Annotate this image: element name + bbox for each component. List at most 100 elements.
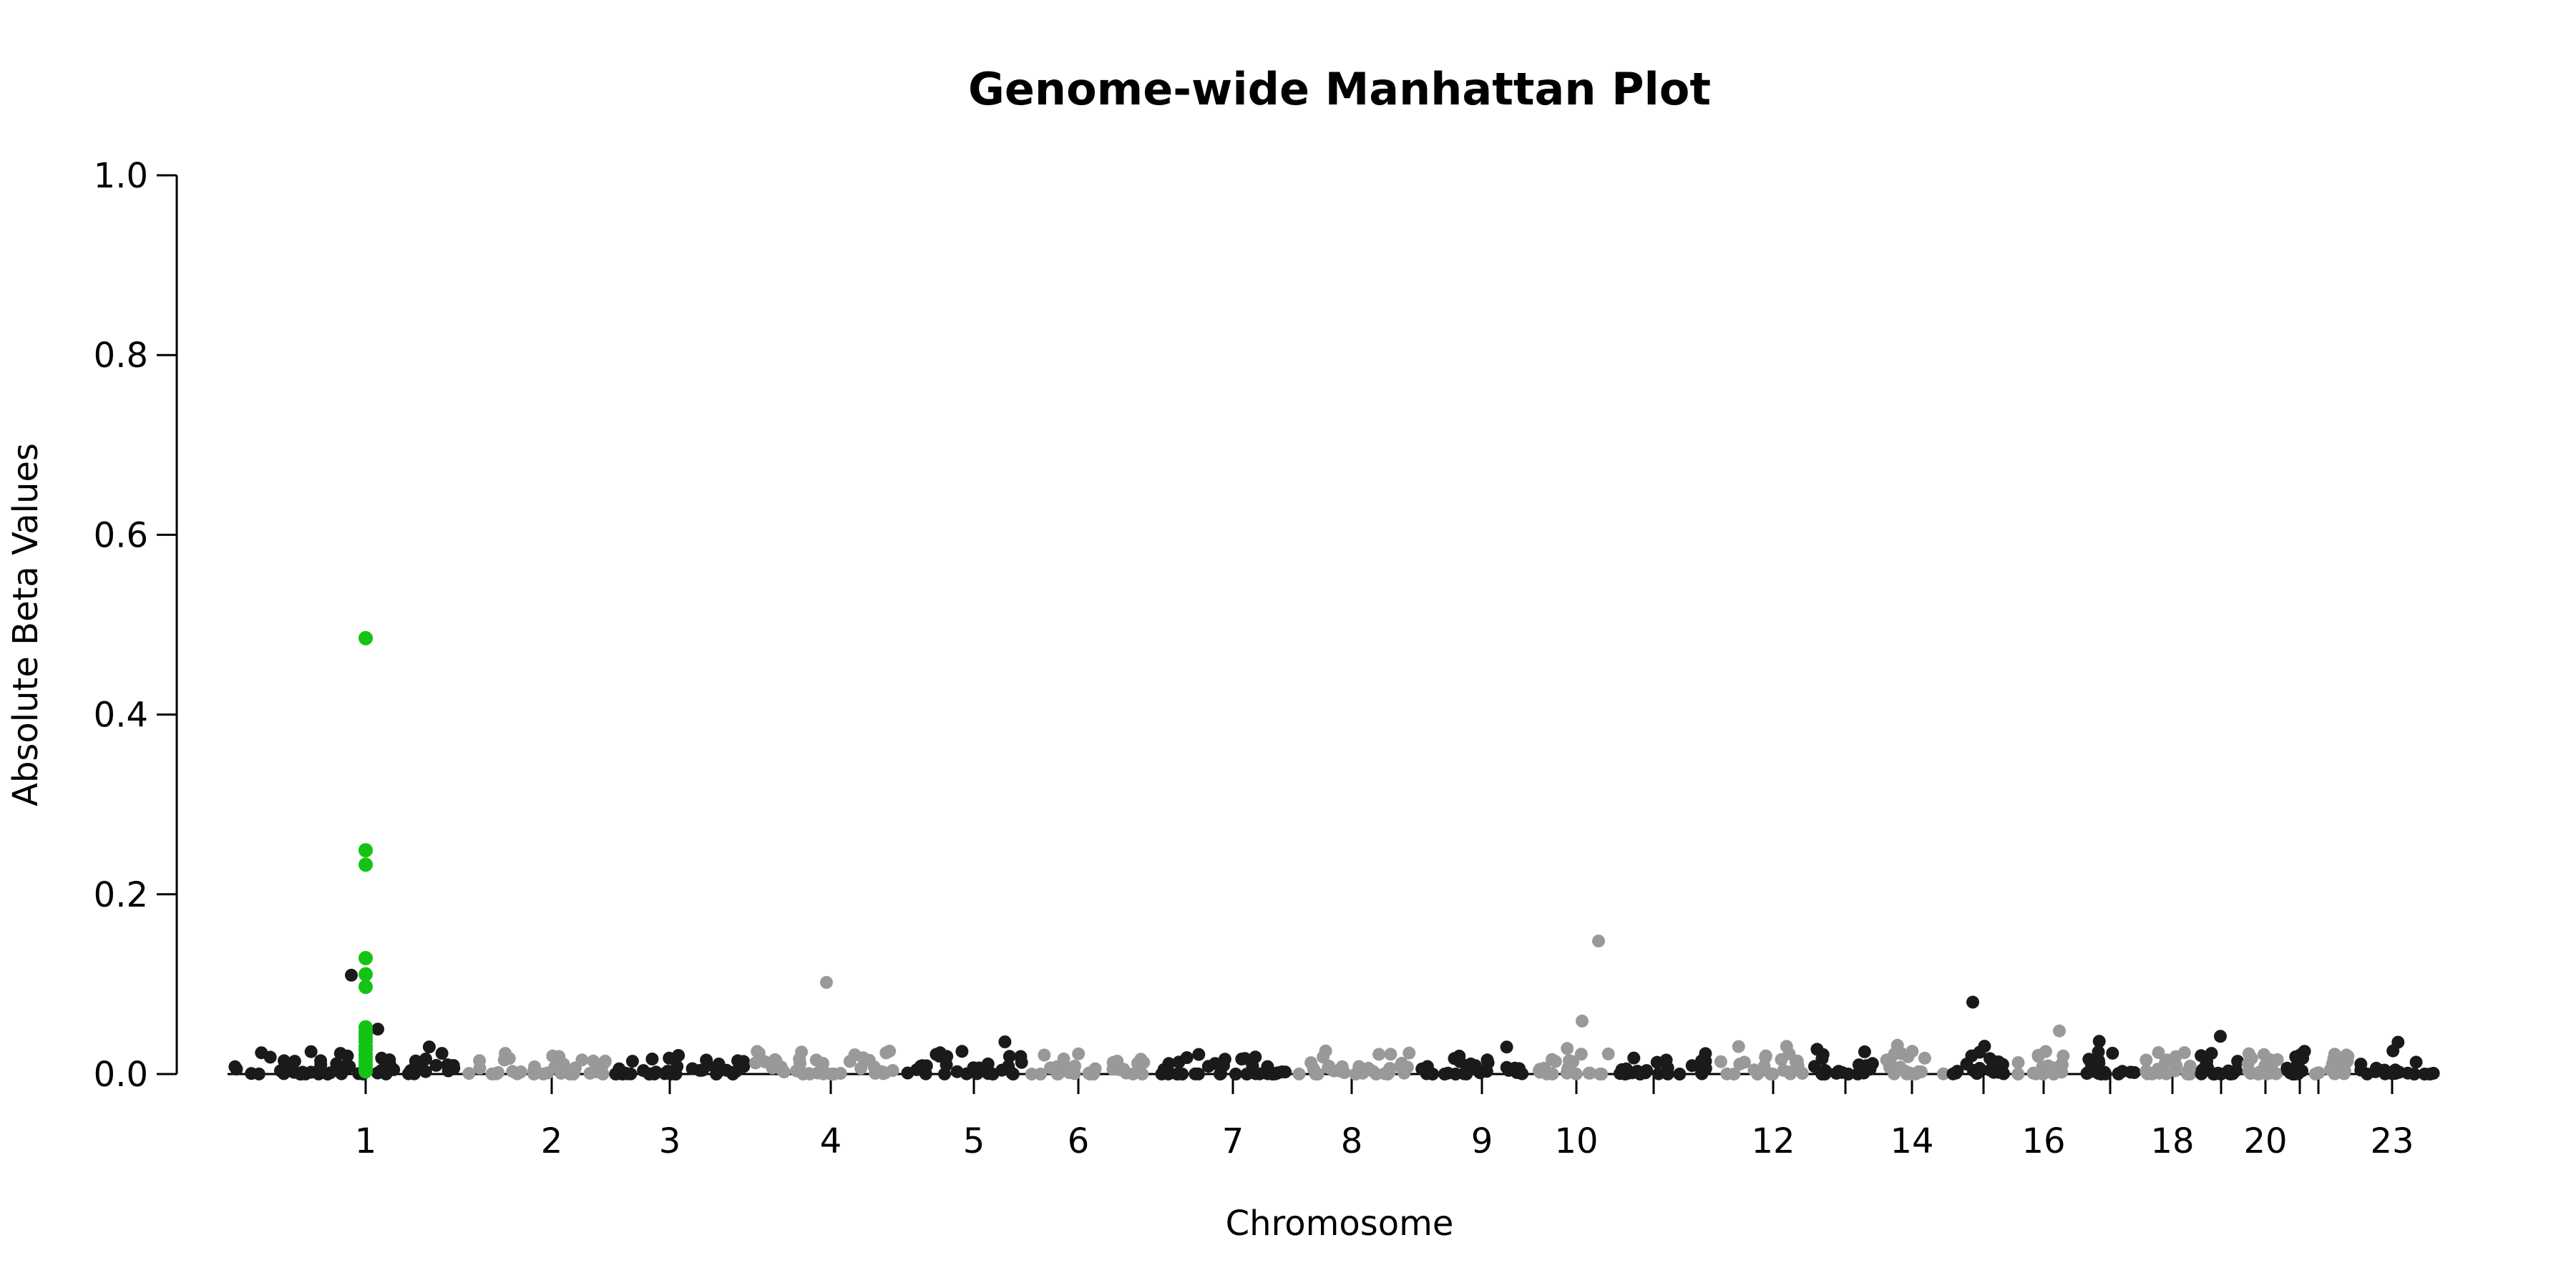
data-point [1816, 1048, 1830, 1061]
data-point [312, 1067, 326, 1080]
data-point [1858, 1045, 1871, 1058]
data-point [2368, 1065, 2382, 1078]
data-point [1292, 1067, 1306, 1080]
data-point [2011, 1068, 2025, 1080]
data-point [2092, 1056, 2106, 1070]
data-point [1415, 1062, 1429, 1075]
data-point [1987, 1065, 2001, 1079]
data-point [2195, 1063, 2209, 1077]
data-point [1214, 1068, 1226, 1080]
data-point [1162, 1057, 1176, 1070]
data-point [625, 1055, 639, 1068]
data-point [2257, 1048, 2270, 1061]
data-point [670, 1060, 684, 1073]
data-point [1458, 1067, 1471, 1080]
data-point [2183, 1065, 2197, 1079]
data-point [933, 1046, 947, 1060]
data-point [843, 1055, 857, 1068]
data-point [1992, 1055, 2005, 1068]
data-point [1759, 1050, 1772, 1064]
y-tick-label: 0.4 [94, 696, 148, 736]
data-point [314, 1054, 328, 1068]
data-point [2170, 1059, 2183, 1073]
data-points [228, 935, 2440, 1080]
data-point [462, 1067, 476, 1080]
data-point [1714, 1055, 1727, 1068]
data-point [731, 1054, 744, 1068]
data-point [2354, 1058, 2368, 1071]
data-point [1906, 1068, 1919, 1080]
axes: 0.00.20.40.60.81.01 2 3 4 5 6 7 8 9 10 12 14 16 18 20 2… [94, 156, 2439, 1161]
x-tick-label: 9 [1471, 1121, 1493, 1161]
x-tick-label: 14 [1890, 1121, 1933, 1161]
data-point [2029, 1067, 2043, 1080]
data-point [1548, 1055, 1562, 1068]
data-point [748, 1056, 762, 1070]
data-point [1661, 1061, 1674, 1075]
data-point [1438, 1068, 1451, 1080]
data-point [1627, 1051, 1641, 1065]
data-point [1201, 1060, 1215, 1073]
x-axis-label: Chromosome [1226, 1204, 1454, 1244]
data-point [228, 1060, 242, 1073]
data-point [967, 1061, 980, 1075]
data-point [2328, 1067, 2342, 1080]
data-point [1087, 1068, 1101, 1080]
data-point [2124, 1065, 2137, 1079]
data-point [1973, 1045, 1986, 1059]
data-point [1500, 1040, 1513, 1054]
data-point [2242, 1047, 2255, 1060]
x-tick-label: 6 [1068, 1121, 1090, 1161]
data-point [1319, 1044, 1332, 1058]
data-point [693, 1063, 707, 1077]
data-point [1695, 1067, 1709, 1080]
data-point [2094, 1068, 2108, 1080]
data-point [1025, 1068, 1038, 1080]
data-point [1059, 1061, 1073, 1075]
data-point [341, 1049, 354, 1063]
data-point [2011, 1056, 2025, 1069]
data-point [1378, 1067, 1392, 1080]
data-point [2311, 1066, 2324, 1080]
data-point [1601, 1047, 1615, 1060]
data-point [1592, 935, 1605, 948]
y-tick-label: 0.0 [94, 1055, 148, 1095]
data-point [1540, 1067, 1553, 1080]
data-point [2214, 1030, 2227, 1043]
data-point [1685, 1059, 1699, 1073]
data-point [1038, 1048, 1051, 1062]
data-point [1261, 1060, 1274, 1073]
data-point [387, 1063, 401, 1076]
data-point [435, 1047, 449, 1060]
data-point [441, 1058, 454, 1072]
data-point [879, 1066, 892, 1080]
data-point [2152, 1046, 2165, 1059]
y-tick-label: 1.0 [94, 156, 148, 196]
data-point [595, 1059, 609, 1073]
data-point [2177, 1046, 2191, 1060]
highlight-point [358, 950, 373, 965]
data-point [1238, 1052, 1252, 1065]
data-point [2290, 1058, 2304, 1071]
data-point [1737, 1055, 1751, 1069]
data-point [252, 1067, 265, 1080]
x-tick-label: 20 [2243, 1121, 2287, 1161]
data-point [1970, 1067, 1984, 1080]
highlight-point [358, 980, 373, 995]
data-point [867, 1060, 881, 1074]
data-point [345, 968, 358, 982]
data-point [1352, 1060, 1366, 1073]
data-point [1775, 1053, 1788, 1066]
data-point [1106, 1063, 1120, 1076]
data-point [2424, 1068, 2436, 1080]
y-axis-label: Absolute Beta Values [6, 443, 46, 806]
data-point [281, 1057, 295, 1070]
data-point [1574, 1048, 1588, 1061]
data-point [1249, 1067, 1262, 1080]
data-point [1789, 1055, 1802, 1068]
data-point [751, 1045, 764, 1058]
x-tick-label: 18 [2150, 1121, 2194, 1161]
data-point [1576, 1014, 1589, 1028]
data-point [1784, 1065, 1797, 1079]
y-tick-label: 0.8 [94, 336, 148, 376]
